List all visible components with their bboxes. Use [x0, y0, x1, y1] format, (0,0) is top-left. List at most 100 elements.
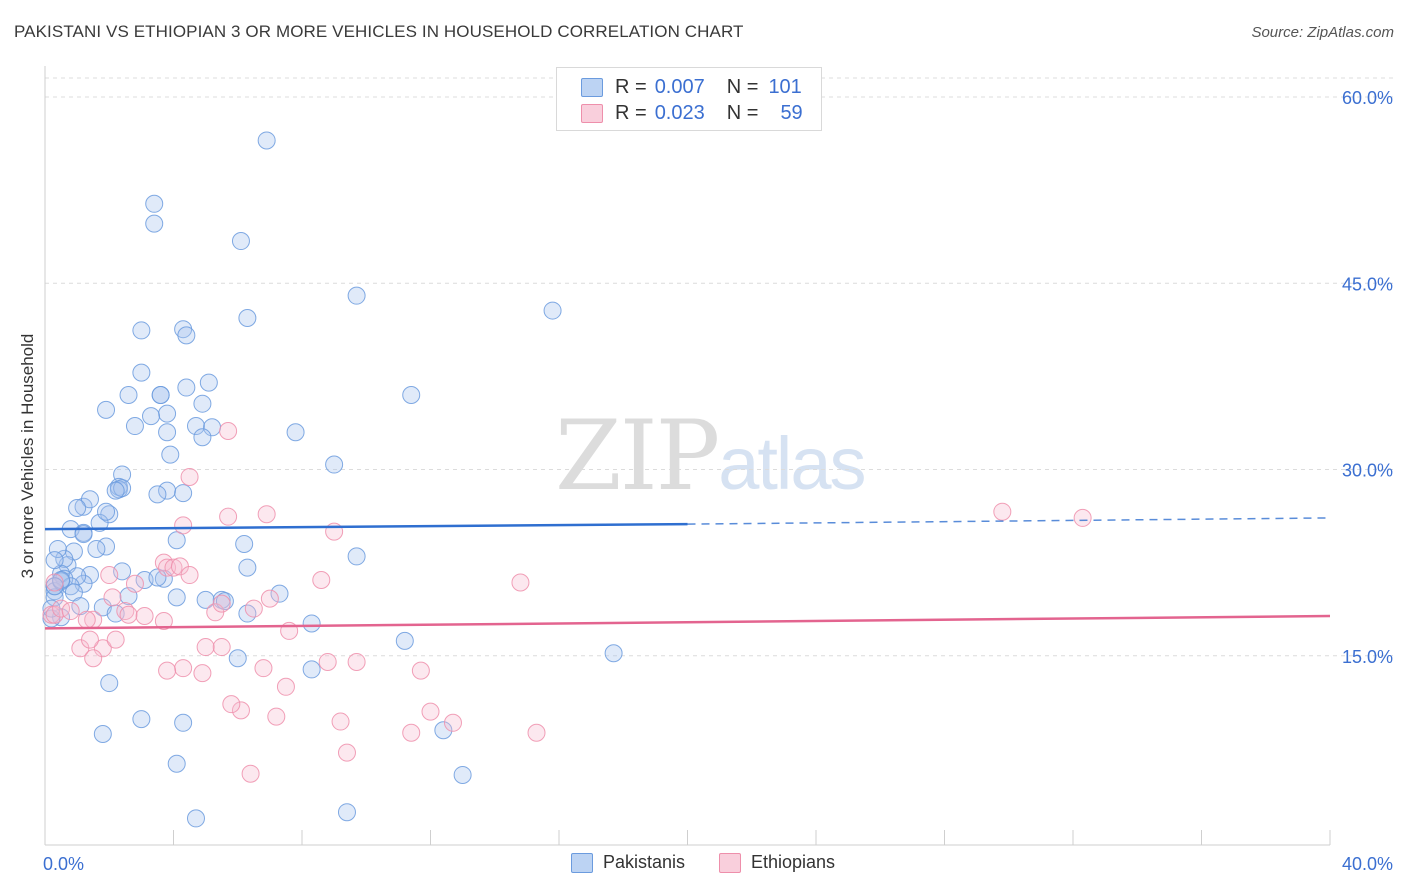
legend-r-label: R = — [615, 75, 647, 98]
point-pakistanis — [402, 386, 421, 404]
point-pakistanis — [106, 481, 125, 500]
point-ethiopians — [527, 723, 546, 742]
point-pakistanis — [325, 455, 344, 474]
point-ethiopians — [212, 594, 231, 613]
legend-n-value: 59 — [780, 101, 803, 124]
point-pakistanis — [347, 547, 366, 566]
point-pakistanis — [151, 386, 170, 404]
legend-row-ethiopians: R = 0.023 N = 59 — [581, 101, 803, 125]
legend-r-value: 0.007 — [654, 75, 705, 98]
point-pakistanis — [193, 394, 212, 413]
watermark-atlas: atlas — [718, 422, 866, 505]
y-tick-label: 30.0% — [1342, 461, 1393, 481]
point-pakistanis — [177, 326, 196, 345]
point-pakistanis — [68, 498, 87, 517]
point-pakistanis — [132, 321, 151, 340]
point-pakistanis — [434, 721, 453, 740]
point-ethiopians — [254, 659, 273, 678]
point-pakistanis — [347, 286, 366, 305]
point-ethiopians — [993, 502, 1012, 521]
point-pakistanis — [337, 803, 356, 822]
x-tick-label: 0.0% — [43, 854, 84, 874]
tick-labels: 15.0% 30.0% 45.0% 60.0% 0.0% 40.0% — [43, 88, 1393, 874]
point-pakistanis — [45, 551, 64, 570]
y-axis-label: 3 or more Vehicles in Household — [18, 333, 37, 579]
point-pakistanis — [132, 710, 151, 729]
point-pakistanis — [132, 363, 151, 382]
point-ethiopians — [331, 712, 350, 731]
trend-line-pakistanis — [44, 522, 688, 531]
point-pakistanis — [199, 373, 218, 392]
legend-row-pakistanis: R = 0.007 N = 101 — [581, 75, 802, 99]
series-label-ethiopians: Ethiopians — [750, 852, 836, 872]
point-pakistanis — [48, 539, 67, 558]
point-pakistanis — [453, 765, 472, 784]
chart-title: PAKISTANI VS ETHIOPIAN 3 OR MORE VEHICLE… — [14, 22, 744, 41]
point-ethiopians — [164, 558, 183, 577]
point-ethiopians — [276, 677, 295, 696]
series-legend-ethiopians[interactable]: Ethiopians — [718, 852, 836, 873]
point-ethiopians — [402, 723, 421, 742]
point-pakistanis — [158, 404, 177, 423]
point-pakistanis — [231, 232, 250, 251]
point-ethiopians — [45, 573, 64, 592]
point-pakistanis — [302, 614, 321, 633]
point-ethiopians — [222, 695, 241, 714]
trend-lines — [44, 517, 1331, 630]
point-ethiopians — [1073, 508, 1092, 527]
stats-legend: R = 0.007 N = 101 R = 0.023 N = 59 — [556, 67, 822, 131]
point-ethiopians — [93, 639, 112, 658]
point-pakistanis — [125, 417, 144, 436]
point-pakistanis — [119, 386, 138, 404]
x-tick-label: 40.0% — [1342, 854, 1393, 874]
y-tick-label: 15.0% — [1342, 647, 1393, 667]
point-pakistanis — [257, 131, 276, 150]
series-legend: Pakistanis Ethiopians — [0, 852, 1406, 873]
point-ethiopians — [219, 422, 238, 441]
point-pakistanis — [100, 674, 119, 693]
point-ethiopians — [80, 630, 99, 649]
point-ethiopians — [180, 566, 199, 585]
trend-line-pakistanis-extrapolated — [687, 517, 1331, 525]
series-swatch-pakistanis — [570, 852, 593, 873]
point-ethiopians — [443, 713, 462, 732]
point-ethiopians — [241, 764, 260, 783]
point-ethiopians — [267, 707, 286, 726]
point-ethiopians — [257, 505, 276, 524]
point-pakistanis — [145, 214, 164, 233]
point-ethiopians — [125, 574, 144, 593]
legend-n-label: N = — [726, 75, 759, 98]
point-pakistanis — [238, 558, 257, 577]
legend-r-value: 0.023 — [654, 101, 705, 124]
series-legend-pakistanis[interactable]: Pakistanis — [570, 852, 685, 873]
point-pakistanis — [45, 577, 64, 596]
legend-n-value: 101 — [768, 75, 802, 98]
point-ethiopians — [61, 602, 80, 621]
point-ethiopians — [193, 664, 212, 683]
point-pakistanis — [395, 631, 414, 650]
point-pakistanis — [174, 713, 193, 732]
point-ethiopians — [511, 573, 530, 592]
point-pakistanis — [302, 660, 321, 679]
point-pakistanis — [177, 378, 196, 397]
legend-n-label: N = — [726, 101, 759, 124]
series-label-pakistanis: Pakistanis — [602, 852, 685, 872]
point-ethiopians — [154, 611, 173, 630]
point-ethiopians — [212, 638, 231, 657]
point-pakistanis — [286, 423, 305, 442]
legend-r-label: R = — [615, 101, 647, 124]
trend-line-ethiopians — [44, 614, 1331, 630]
point-ethiopians — [158, 558, 177, 577]
point-pakistanis — [604, 644, 623, 663]
point-ethiopians — [219, 507, 238, 526]
point-pakistanis — [97, 502, 116, 521]
watermark-zip: ZIP — [555, 400, 720, 512]
point-ethiopians — [119, 605, 138, 624]
point-pakistanis — [174, 484, 193, 503]
point-pakistanis — [158, 481, 177, 500]
point-pakistanis — [93, 724, 112, 743]
point-pakistanis — [167, 531, 186, 550]
source-label: Source: ZipAtlas.com — [1251, 24, 1394, 41]
point-ethiopians — [77, 610, 96, 629]
point-pakistanis — [148, 568, 167, 587]
